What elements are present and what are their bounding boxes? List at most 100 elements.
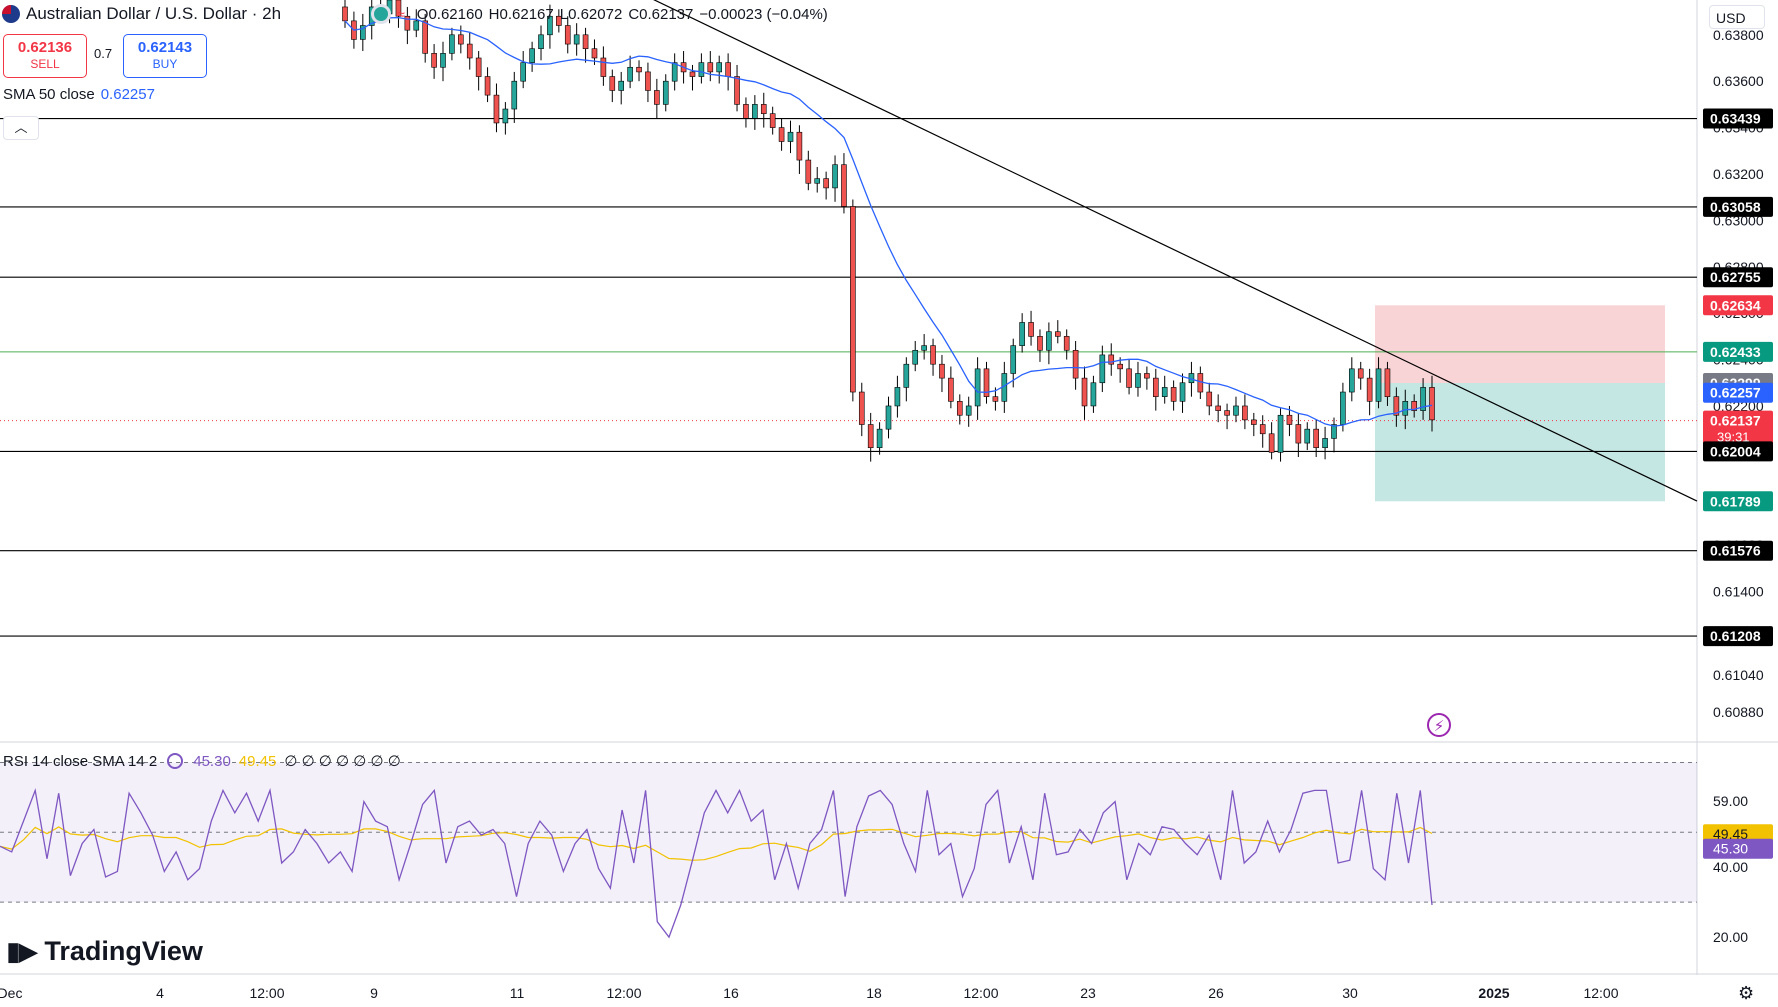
candle-body	[965, 405, 972, 416]
market-status-icon[interactable]	[371, 4, 392, 24]
candle	[1117, 357, 1123, 383]
candle-body	[1054, 331, 1061, 337]
rsi-tick-label: 59.00	[1713, 793, 1748, 809]
candle	[1135, 361, 1141, 397]
sma-value: 0.62257	[100, 86, 155, 103]
candle	[645, 62, 651, 103]
candle-body	[671, 62, 678, 82]
price-badge: 0.63058	[1703, 196, 1773, 217]
price-tick-label: 0.61400	[1713, 584, 1764, 600]
cycle-icon[interactable]	[167, 753, 184, 769]
candle	[948, 366, 954, 409]
price-badge: 0.61789	[1703, 491, 1773, 512]
candle-body	[894, 387, 901, 407]
time-tick-label: 12:00	[249, 985, 284, 1001]
candle-body	[867, 424, 874, 449]
currency-selector[interactable]: USD	[1709, 5, 1765, 29]
sma-50-line	[344, 16, 1433, 427]
wave-icon[interactable]: ≈	[397, 6, 405, 22]
candle-body	[716, 62, 723, 73]
candle-body	[930, 345, 936, 365]
price-badge-label: 0.61576	[1710, 543, 1761, 559]
candle-body	[662, 80, 669, 105]
candle	[1126, 359, 1132, 395]
rsi-empty-values: ∅ ∅ ∅ ∅ ∅ ∅ ∅	[284, 753, 401, 770]
price-badge-bg	[1703, 441, 1773, 462]
candle-body	[1420, 387, 1426, 411]
candle-body	[1313, 428, 1319, 449]
candle-body	[1019, 322, 1025, 346]
price-badge: 0.63439	[1703, 108, 1773, 129]
symbol-title[interactable]: Australian Dollar / U.S. Dollar · 2h	[26, 4, 282, 23]
candle-body	[885, 405, 892, 430]
rsi-value-badge-bg	[1703, 838, 1773, 859]
candle	[1429, 375, 1435, 432]
candle-body	[743, 104, 749, 119]
candle-body	[1144, 373, 1150, 379]
candle-body	[360, 25, 366, 40]
candle	[983, 361, 990, 404]
ohlc-open: O0.62160	[416, 5, 483, 23]
candle	[921, 334, 927, 360]
candle-countdown: 39:31	[1717, 430, 1750, 445]
candle	[413, 9, 420, 38]
rsi-line	[0, 787, 1433, 939]
sell-button[interactable]: 0.62136 SELL	[3, 34, 87, 78]
candle	[796, 125, 803, 174]
candle-body	[725, 62, 731, 77]
rsi-tick-label: 20.00	[1713, 929, 1748, 945]
candle	[1411, 394, 1417, 418]
candle	[743, 97, 749, 128]
candle	[466, 32, 473, 70]
candle-body	[413, 20, 420, 31]
time-tick-label: 18	[866, 985, 882, 1001]
buy-button[interactable]: 0.62143 BUY	[123, 34, 207, 78]
candle	[618, 71, 625, 105]
price-badge-bg	[1703, 626, 1773, 647]
candle-body	[1322, 438, 1328, 449]
time-tick-label: 12:00	[606, 985, 641, 1001]
candle	[395, 0, 402, 28]
candle	[689, 64, 696, 91]
rsi-legend-value: 45.30	[193, 752, 231, 770]
sma-legend[interactable]: SMA 50 close 0.62257	[3, 86, 155, 103]
time-tick-label: 2025	[1478, 985, 1509, 1001]
tradingview-mark-icon: ▮▶	[6, 936, 38, 966]
candle-body	[778, 127, 785, 142]
tradingview-logo[interactable]: ▮▶ TradingView	[6, 936, 203, 967]
price-badge-bg	[1703, 267, 1773, 288]
candle-body	[1037, 336, 1043, 351]
candle-body	[1233, 405, 1239, 416]
candle	[1215, 394, 1221, 423]
rsi-sma-badge-label: 49.45	[1713, 826, 1748, 842]
candle-body	[787, 131, 794, 142]
chevron-up-icon[interactable]: ︿	[3, 116, 39, 140]
candle-body	[1242, 405, 1248, 421]
price-badge-label: 0.63058	[1710, 199, 1761, 215]
price-badge-bg	[1703, 295, 1773, 316]
candle	[538, 25, 544, 61]
candle	[342, 0, 348, 28]
gear-icon[interactable]: ⚙	[1738, 983, 1755, 1003]
candle-body	[342, 6, 348, 22]
candle	[1152, 368, 1159, 411]
candle-body	[1161, 387, 1168, 397]
rsi-legend[interactable]: RSI 14 close SMA 14 2 45.30 49.45 ∅ ∅ ∅ …	[3, 752, 401, 771]
candle	[404, 6, 411, 45]
candle	[360, 13, 366, 52]
rsi-label: RSI 14 close SMA 14 2	[3, 752, 158, 770]
candle-body	[1268, 433, 1275, 453]
rsi-sma-legend-value: 49.45	[238, 752, 277, 770]
candle	[520, 51, 526, 89]
candle	[1037, 329, 1043, 362]
candle-body	[538, 34, 544, 50]
candle-body	[582, 34, 589, 50]
candle	[1090, 375, 1097, 413]
lightning-icon[interactable]: ⚡	[1427, 713, 1451, 737]
price-badge-label: 0.62634	[1710, 297, 1761, 313]
candle-body	[422, 20, 428, 54]
candle-body	[734, 76, 740, 105]
australia-flag-icon	[2, 5, 20, 23]
candle	[636, 60, 642, 82]
